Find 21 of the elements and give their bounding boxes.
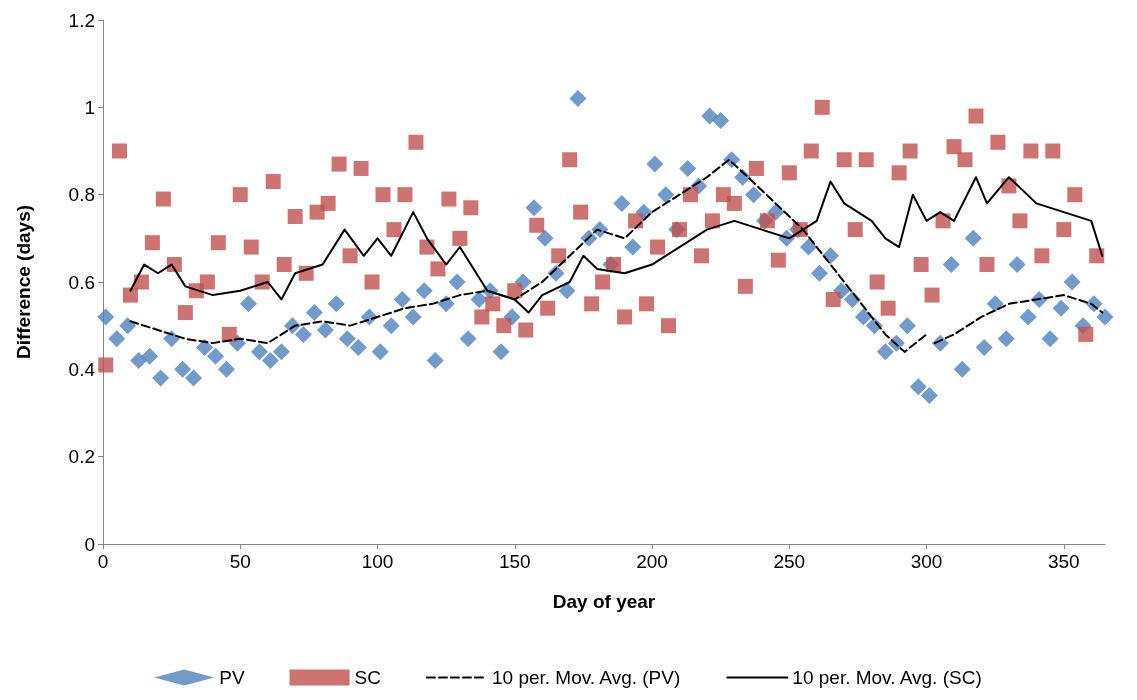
y-tick-label: 0.4	[68, 358, 96, 380]
y-tick-label: 0.8	[68, 184, 95, 206]
y-tick-label: 0.6	[68, 271, 95, 293]
x-tick-label: 200	[636, 551, 668, 572]
y-axis-title: Difference (days)	[13, 204, 34, 360]
x-axis-title: Day of year	[552, 591, 656, 612]
y-tick-label: 0.2	[68, 446, 95, 468]
y-tick-label: 0	[84, 533, 95, 555]
y-tick-label: 1.2	[68, 9, 95, 31]
x-tick-label: 150	[498, 551, 531, 572]
legend-label: PV	[219, 667, 245, 688]
x-tick-label: 50	[229, 551, 251, 572]
legend-label: SC	[354, 667, 381, 688]
x-tick-label: 300	[910, 551, 943, 572]
x-tick-label: 100	[361, 551, 394, 572]
x-tick-label: 350	[1047, 551, 1080, 572]
y-tick-label: 1	[84, 96, 95, 118]
x-tick-label: 0	[97, 551, 109, 572]
x-tick-label: 250	[773, 551, 806, 572]
legend-label: 10 per. Mov. Avg. (PV)	[491, 667, 681, 688]
legend-label: 10 per. Mov. Avg. (SC)	[792, 667, 982, 688]
